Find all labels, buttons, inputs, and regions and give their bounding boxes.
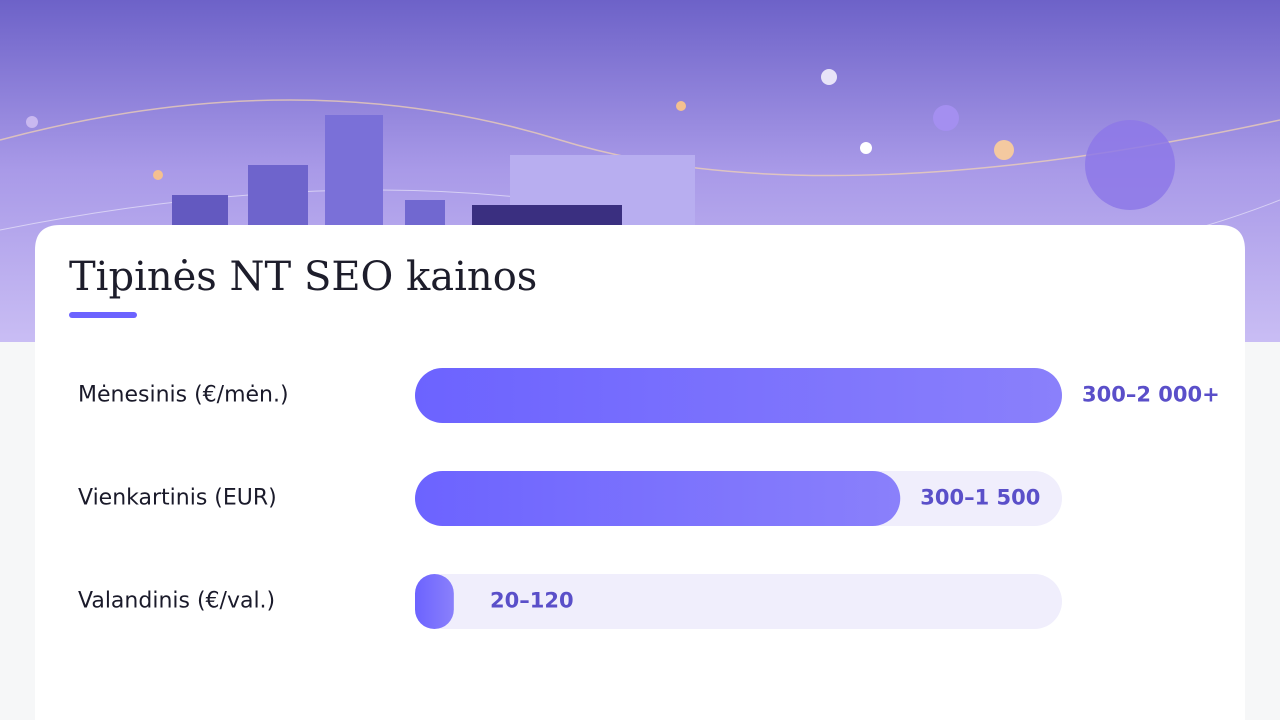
category-label: Mėnesinis (€/mėn.) — [78, 383, 289, 408]
category-label: Vienkartinis (EUR) — [78, 486, 277, 511]
category-label: Valandinis (€/val.) — [78, 589, 275, 614]
bar — [415, 471, 901, 526]
chart-title: Tipinės NT SEO kainos — [69, 254, 537, 300]
bar-track — [415, 574, 1062, 629]
bar — [415, 368, 1062, 423]
value-label: 300–2 000+ — [1082, 383, 1220, 407]
value-label: 300–1 500 — [920, 486, 1040, 510]
title-accent — [69, 312, 137, 318]
value-label: 20–120 — [490, 589, 574, 613]
bar — [415, 574, 454, 629]
